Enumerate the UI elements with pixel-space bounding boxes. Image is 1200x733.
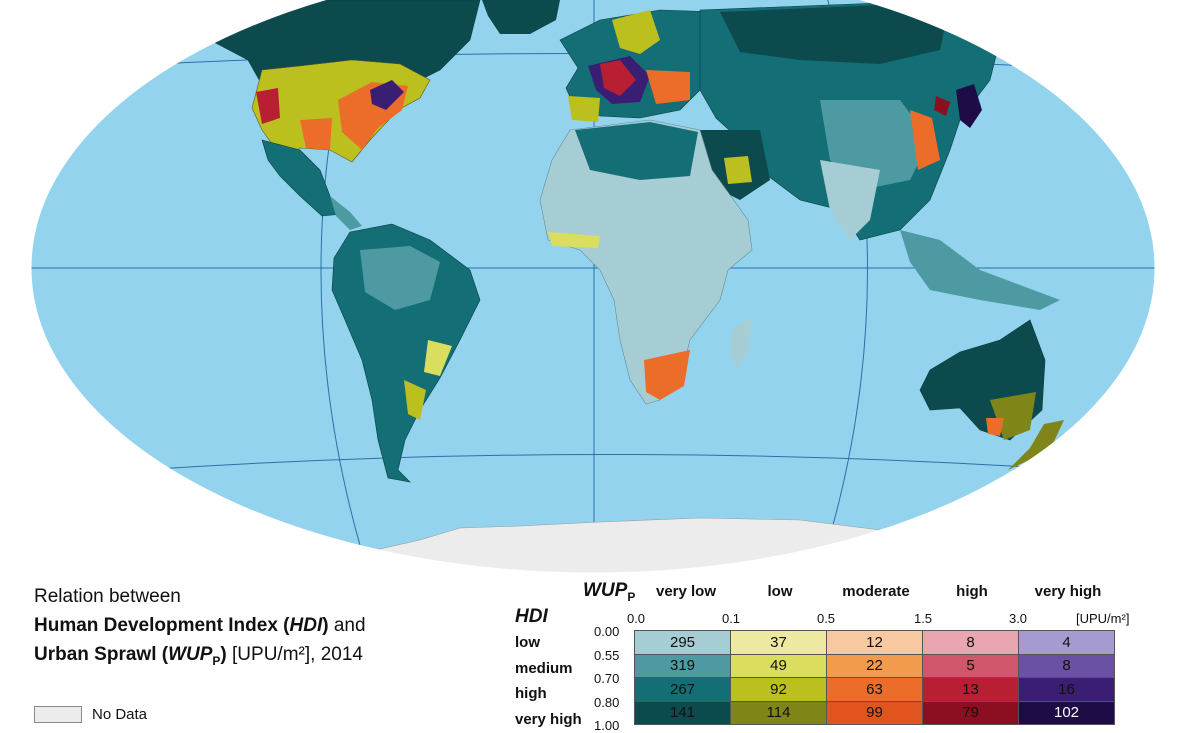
legend-cell-very-high-low: 114 (731, 701, 827, 725)
x-tick-0: 0.0 (626, 611, 646, 626)
mexico-land (261, 139, 343, 217)
title-line-3-bold-a: Urban Sprawl ( (34, 644, 169, 665)
title-line-2-bold-b: ) (322, 615, 329, 636)
x-tick-1: 0.1 (721, 611, 741, 626)
west-africa-medium (548, 232, 600, 248)
legend-cell-medium-very-high: 8 (1019, 654, 1115, 678)
madagascar-land (730, 318, 752, 370)
title-wup-subscript: P (212, 653, 221, 668)
y-tick-3: 0.80 (594, 695, 620, 710)
legend-cell-very-high-high: 79 (923, 701, 1019, 725)
legend-cell-low-very-low: 295 (635, 631, 731, 655)
legend-cell-high-low: 92 (731, 678, 827, 702)
wup-subscript: P (627, 589, 636, 604)
x-tick-4: 3.0 (1008, 611, 1028, 626)
y-tick-2: 0.70 (594, 671, 620, 686)
brazil-south-medium (424, 340, 452, 376)
legend-cell-high-very-high: 16 (1019, 678, 1115, 702)
col-label-very-low: very low (655, 583, 717, 600)
y-tick-0: 0.00 (594, 624, 620, 639)
amazon-low (360, 246, 440, 310)
north-africa-high-hdi (575, 122, 698, 180)
legend-cell-high-high: 13 (923, 678, 1019, 702)
title-line-2: Human Development Index (HDI) and (34, 611, 366, 640)
title-line-3-bold-b: ) (220, 644, 227, 665)
title-hdi-italic: HDI (289, 615, 323, 636)
legend-cell-medium-very-low: 319 (635, 654, 731, 678)
bivariate-legend-grid: 295 37 12 8 4 319 49 22 5 8 267 92 63 13 16 141 114 99 79 1… (634, 630, 1115, 725)
row-label-low: low (515, 634, 540, 651)
world-map (30, 0, 1156, 574)
col-label-moderate: moderate (842, 583, 910, 600)
no-data-label: No Data (92, 706, 148, 723)
y-tick-1: 0.55 (594, 648, 620, 663)
southeast-asia-land (900, 230, 1060, 310)
legend-cell-low-very-high: 4 (1019, 631, 1115, 655)
greenland-land (482, 0, 560, 34)
title-wup-italic: WUP (168, 644, 213, 665)
x-tick-2: 0.5 (816, 611, 836, 626)
arabia-medium (724, 156, 752, 184)
legend-cell-very-high-very-low: 141 (635, 701, 731, 725)
usa-high-west (256, 88, 280, 124)
argentina-low (404, 380, 426, 420)
new-zealand-land (1008, 420, 1064, 470)
europe-high-ring (600, 60, 636, 96)
row-label-high: high (515, 685, 547, 702)
hdi-axis-title: HDI (515, 606, 548, 627)
no-data-legend: No Data (34, 706, 147, 723)
row-label-very-high: very high (515, 711, 582, 728)
x-tick-3: 1.5 (913, 611, 933, 626)
legend-cell-low-moderate: 12 (827, 631, 923, 655)
central-america-land (330, 196, 362, 230)
row-label-medium: medium (515, 660, 573, 677)
title-line-1: Relation between (34, 582, 366, 611)
usa-moderate-texas (300, 118, 332, 150)
col-label-very-high: very high (1034, 583, 1102, 600)
legend-cell-very-high-very-high: 102 (1019, 701, 1115, 725)
india-low-hdi (820, 160, 880, 240)
legend-cell-low-high: 8 (923, 631, 1019, 655)
legend-cell-very-high-moderate: 99 (827, 701, 923, 725)
legend-cell-high-very-low: 267 (635, 678, 731, 702)
europe-moderate-east (646, 70, 690, 104)
legend-cell-medium-low: 49 (731, 654, 827, 678)
wup-axis-title: WUPP (583, 580, 635, 604)
col-label-high: high (956, 583, 988, 600)
no-data-swatch (34, 706, 82, 723)
title-line-1-text: Relation between (34, 586, 181, 607)
scandinavia-land (612, 10, 660, 54)
legend-cell-medium-high: 5 (923, 654, 1019, 678)
iberia-medium (568, 96, 600, 122)
col-label-low: low (767, 583, 793, 600)
title-line-3-tail: [UPU/m²], 2014 (226, 644, 363, 665)
title-line-3: Urban Sprawl (WUPP) [UPU/m²], 2014 (34, 640, 366, 676)
legend-cell-medium-moderate: 22 (827, 654, 923, 678)
title-line-2-tail: and (328, 615, 366, 636)
china-east-high (910, 110, 940, 170)
y-tick-4: 1.00 (594, 718, 620, 733)
usa-very-high-northeast (370, 80, 404, 110)
australia-southeast-high (986, 418, 1004, 436)
wup-label: WUP (583, 580, 628, 601)
legend-cell-high-moderate: 63 (827, 678, 923, 702)
south-africa-high (644, 350, 690, 400)
unit-label: [UPU/m²] (1076, 611, 1130, 626)
map-title: Relation between Human Development Index… (34, 582, 366, 676)
korea-very-high (934, 96, 950, 116)
title-line-2-bold-a: Human Development Index ( (34, 615, 290, 636)
siberia-very-high-hdi (720, 2, 950, 64)
legend-cell-low-low: 37 (731, 631, 827, 655)
japan-very-high (956, 84, 982, 128)
globe-outline (30, 0, 1156, 574)
